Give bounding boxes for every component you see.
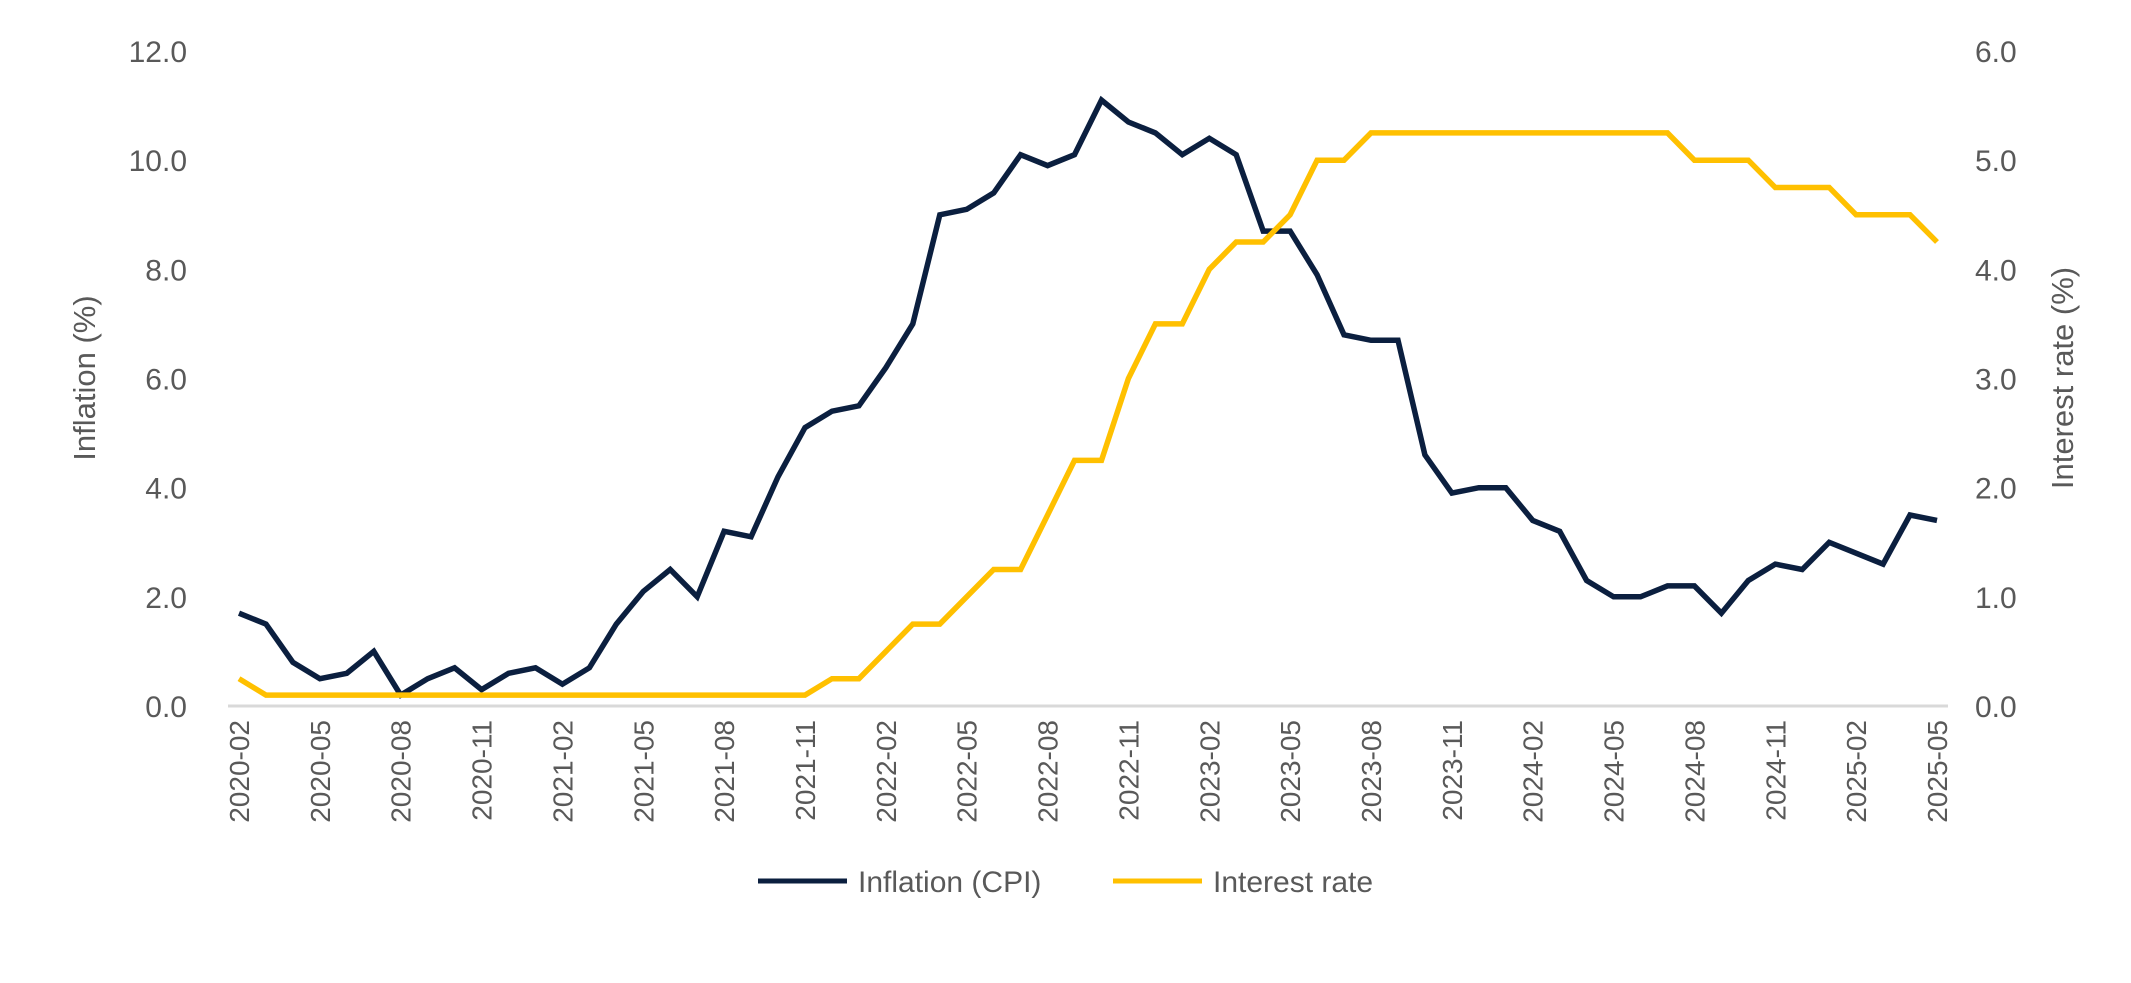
y-tick-label: 8.0 bbox=[145, 254, 187, 287]
y2-tick-label: 3.0 bbox=[1975, 364, 2017, 397]
x-tick-label: 2022-02 bbox=[871, 720, 902, 823]
x-tick-label: 2020-05 bbox=[305, 720, 336, 823]
x-tick-label: 2021-08 bbox=[709, 720, 740, 823]
right-axis-ticks: 0.0 1.0 2.0 3.0 4.0 5.0 6.0 bbox=[1975, 36, 2017, 724]
legend: Inflation (CPI) Interest rate bbox=[758, 866, 1373, 899]
x-tick-label: 2020-02 bbox=[224, 720, 255, 823]
y-tick-label: 4.0 bbox=[145, 473, 187, 506]
right-axis-title: Interest rate (%) bbox=[2045, 267, 2080, 489]
x-tick-label: 2021-02 bbox=[547, 720, 578, 823]
left-axis-title: Inflation (%) bbox=[67, 295, 102, 460]
y2-tick-label: 1.0 bbox=[1975, 582, 2017, 615]
y2-tick-label: 5.0 bbox=[1975, 145, 2017, 178]
y-tick-label: 10.0 bbox=[129, 145, 187, 178]
x-tick-label: 2024-05 bbox=[1599, 720, 1630, 823]
left-axis-ticks: 0.0 2.0 4.0 6.0 8.0 10.0 12.0 bbox=[129, 36, 187, 724]
x-tick-label: 2021-11 bbox=[790, 720, 821, 821]
x-tick-label: 2022-05 bbox=[952, 720, 983, 823]
y-tick-label: 2.0 bbox=[145, 582, 187, 615]
legend-label-interest-rate: Interest rate bbox=[1213, 866, 1373, 899]
y-tick-label: 12.0 bbox=[129, 36, 187, 69]
x-tick-label: 2023-11 bbox=[1437, 720, 1468, 821]
x-tick-label: 2023-08 bbox=[1356, 720, 1387, 823]
inflation-line bbox=[237, 95, 1938, 699]
x-tick-label: 2023-05 bbox=[1275, 720, 1306, 823]
y2-tick-label: 6.0 bbox=[1975, 36, 2017, 69]
y2-tick-label: 4.0 bbox=[1975, 254, 2017, 287]
y-tick-label: 6.0 bbox=[145, 364, 187, 397]
x-tick-label: 2025-05 bbox=[1922, 720, 1953, 823]
x-tick-label: 2023-02 bbox=[1194, 720, 1225, 823]
y2-tick-label: 0.0 bbox=[1975, 691, 2017, 724]
x-tick-label: 2025-02 bbox=[1841, 720, 1872, 823]
x-tick-label: 2022-08 bbox=[1033, 720, 1064, 823]
x-tick-label: 2024-02 bbox=[1518, 720, 1549, 823]
x-tick-label: 2020-11 bbox=[467, 720, 498, 821]
legend-label-inflation: Inflation (CPI) bbox=[858, 866, 1041, 899]
x-tick-label: 2022-11 bbox=[1113, 720, 1144, 821]
x-tick-label: 2024-08 bbox=[1679, 720, 1710, 823]
y2-tick-label: 2.0 bbox=[1975, 473, 2017, 506]
y-tick-label: 0.0 bbox=[145, 691, 187, 724]
x-axis-ticks: 2020-02 2020-05 2020-08 2020-11 2021-02 2021-… bbox=[224, 720, 1953, 823]
interest-rate-line bbox=[237, 130, 1939, 698]
x-tick-label: 2021-05 bbox=[628, 720, 659, 823]
x-tick-label: 2020-08 bbox=[386, 720, 417, 823]
x-tick-label: 2024-11 bbox=[1760, 720, 1791, 821]
series-lines bbox=[237, 95, 1939, 699]
